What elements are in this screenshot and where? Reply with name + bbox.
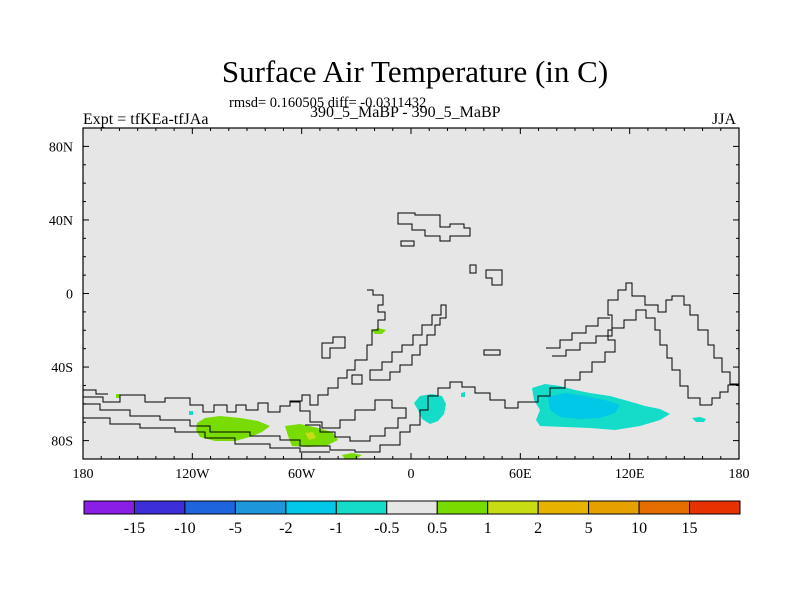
axis-tick-labels: 180 120W 60W 0 60E 120E 180 80N 40N 0 40S 80S xyxy=(49,140,750,482)
colorbar-swatch xyxy=(436,500,489,515)
colorbar-swatch xyxy=(335,500,388,515)
colorbar-label: -1 xyxy=(330,520,343,537)
landmass-south-belt xyxy=(83,381,530,453)
colorbar-label: -10 xyxy=(174,520,195,537)
landmass-south-belt2 xyxy=(83,417,330,453)
landmass-south-mid xyxy=(290,399,407,442)
landmass-east-south xyxy=(711,384,739,405)
axis-ticks xyxy=(82,127,740,460)
landmass-north xyxy=(397,212,471,242)
landmass-north-islet2 xyxy=(469,264,477,274)
lon-tick-label: 120W xyxy=(175,467,210,482)
colorbar-swatch xyxy=(588,500,640,515)
colorbar-swatch xyxy=(537,500,590,515)
anomaly-shading xyxy=(116,328,706,459)
landmass-south-west xyxy=(83,389,108,395)
stats-text: rmsd= 0.160505 diff= -0.0311432 xyxy=(229,95,427,111)
colorbar-swatch xyxy=(83,500,135,515)
landmass-east-inner2 xyxy=(552,309,712,406)
colorbar-swatch xyxy=(184,500,236,515)
plot-subtitle: 390_5_MaBP - 390_5_MaBP xyxy=(310,104,501,121)
colorbar-swatch xyxy=(487,500,539,515)
colorbar-swatch xyxy=(689,500,741,515)
colorbar-label: 1 xyxy=(484,520,492,537)
anomaly-region-positive-speck xyxy=(116,394,120,398)
lon-tick-label: 120E xyxy=(615,467,645,482)
landmass-central-east xyxy=(369,304,447,381)
colorbar-label: -2 xyxy=(279,520,292,537)
colorbar-label: 10 xyxy=(631,520,647,537)
landmass-central-islet xyxy=(483,349,501,356)
landmass-east xyxy=(530,282,739,403)
landmass-central-island xyxy=(321,336,346,359)
anomaly-region-positive-south xyxy=(342,453,362,459)
experiment-label: Expt = tfKEa-tfJAa xyxy=(83,111,209,128)
landmass-central-islet2 xyxy=(351,374,363,385)
lat-tick-label: 80N xyxy=(49,140,73,155)
anomaly-region-negative-speck2 xyxy=(189,411,193,415)
lon-tick-label: 180 xyxy=(729,467,750,482)
colorbar-swatch xyxy=(386,500,438,515)
coastlines xyxy=(83,212,739,453)
lon-tick-label: 60E xyxy=(509,467,532,482)
anomaly-region-positive-core xyxy=(305,432,316,440)
season-label: JJA xyxy=(712,111,737,128)
anomaly-region-negative-small xyxy=(414,394,446,424)
colorbar-label: 0.5 xyxy=(427,520,447,537)
colorbar-label: 15 xyxy=(682,520,698,537)
anomaly-region-negative-core xyxy=(548,393,620,419)
colorbar-label: -5 xyxy=(229,520,242,537)
plot-title: Surface Air Temperature (in C) xyxy=(221,54,609,89)
anomaly-region-negative-speck xyxy=(461,392,465,397)
lon-tick-label: 0 xyxy=(408,467,415,482)
anomaly-region-positive-west xyxy=(196,416,270,441)
landmass-central xyxy=(83,289,386,413)
lon-tick-label: 60W xyxy=(288,467,316,482)
anomaly-region-negative-dot xyxy=(692,417,706,422)
landmass-north-islet3 xyxy=(485,269,503,286)
colorbar-swatch xyxy=(133,500,186,515)
landmass-east-inner xyxy=(546,317,610,349)
colorbar-swatch xyxy=(638,500,691,515)
landmass-north-islet xyxy=(400,240,415,247)
lat-tick-label: 80S xyxy=(51,435,73,450)
lon-tick-label: 180 xyxy=(73,467,94,482)
colorbar-label: 2 xyxy=(534,520,542,537)
colorbar-swatch xyxy=(234,500,287,515)
colorbar-label: 5 xyxy=(585,520,593,537)
colorbar-label: -15 xyxy=(124,520,145,537)
lat-tick-label: 40S xyxy=(51,361,73,376)
colorbar: -15 -10 -5 -2 -1 -0.5 0.5 1 2 5 10 15 xyxy=(83,500,741,537)
lat-tick-label: 0 xyxy=(66,288,73,303)
colorbar-label: -0.5 xyxy=(374,520,399,537)
colorbar-swatch xyxy=(285,500,337,515)
lat-tick-label: 40N xyxy=(49,214,73,229)
